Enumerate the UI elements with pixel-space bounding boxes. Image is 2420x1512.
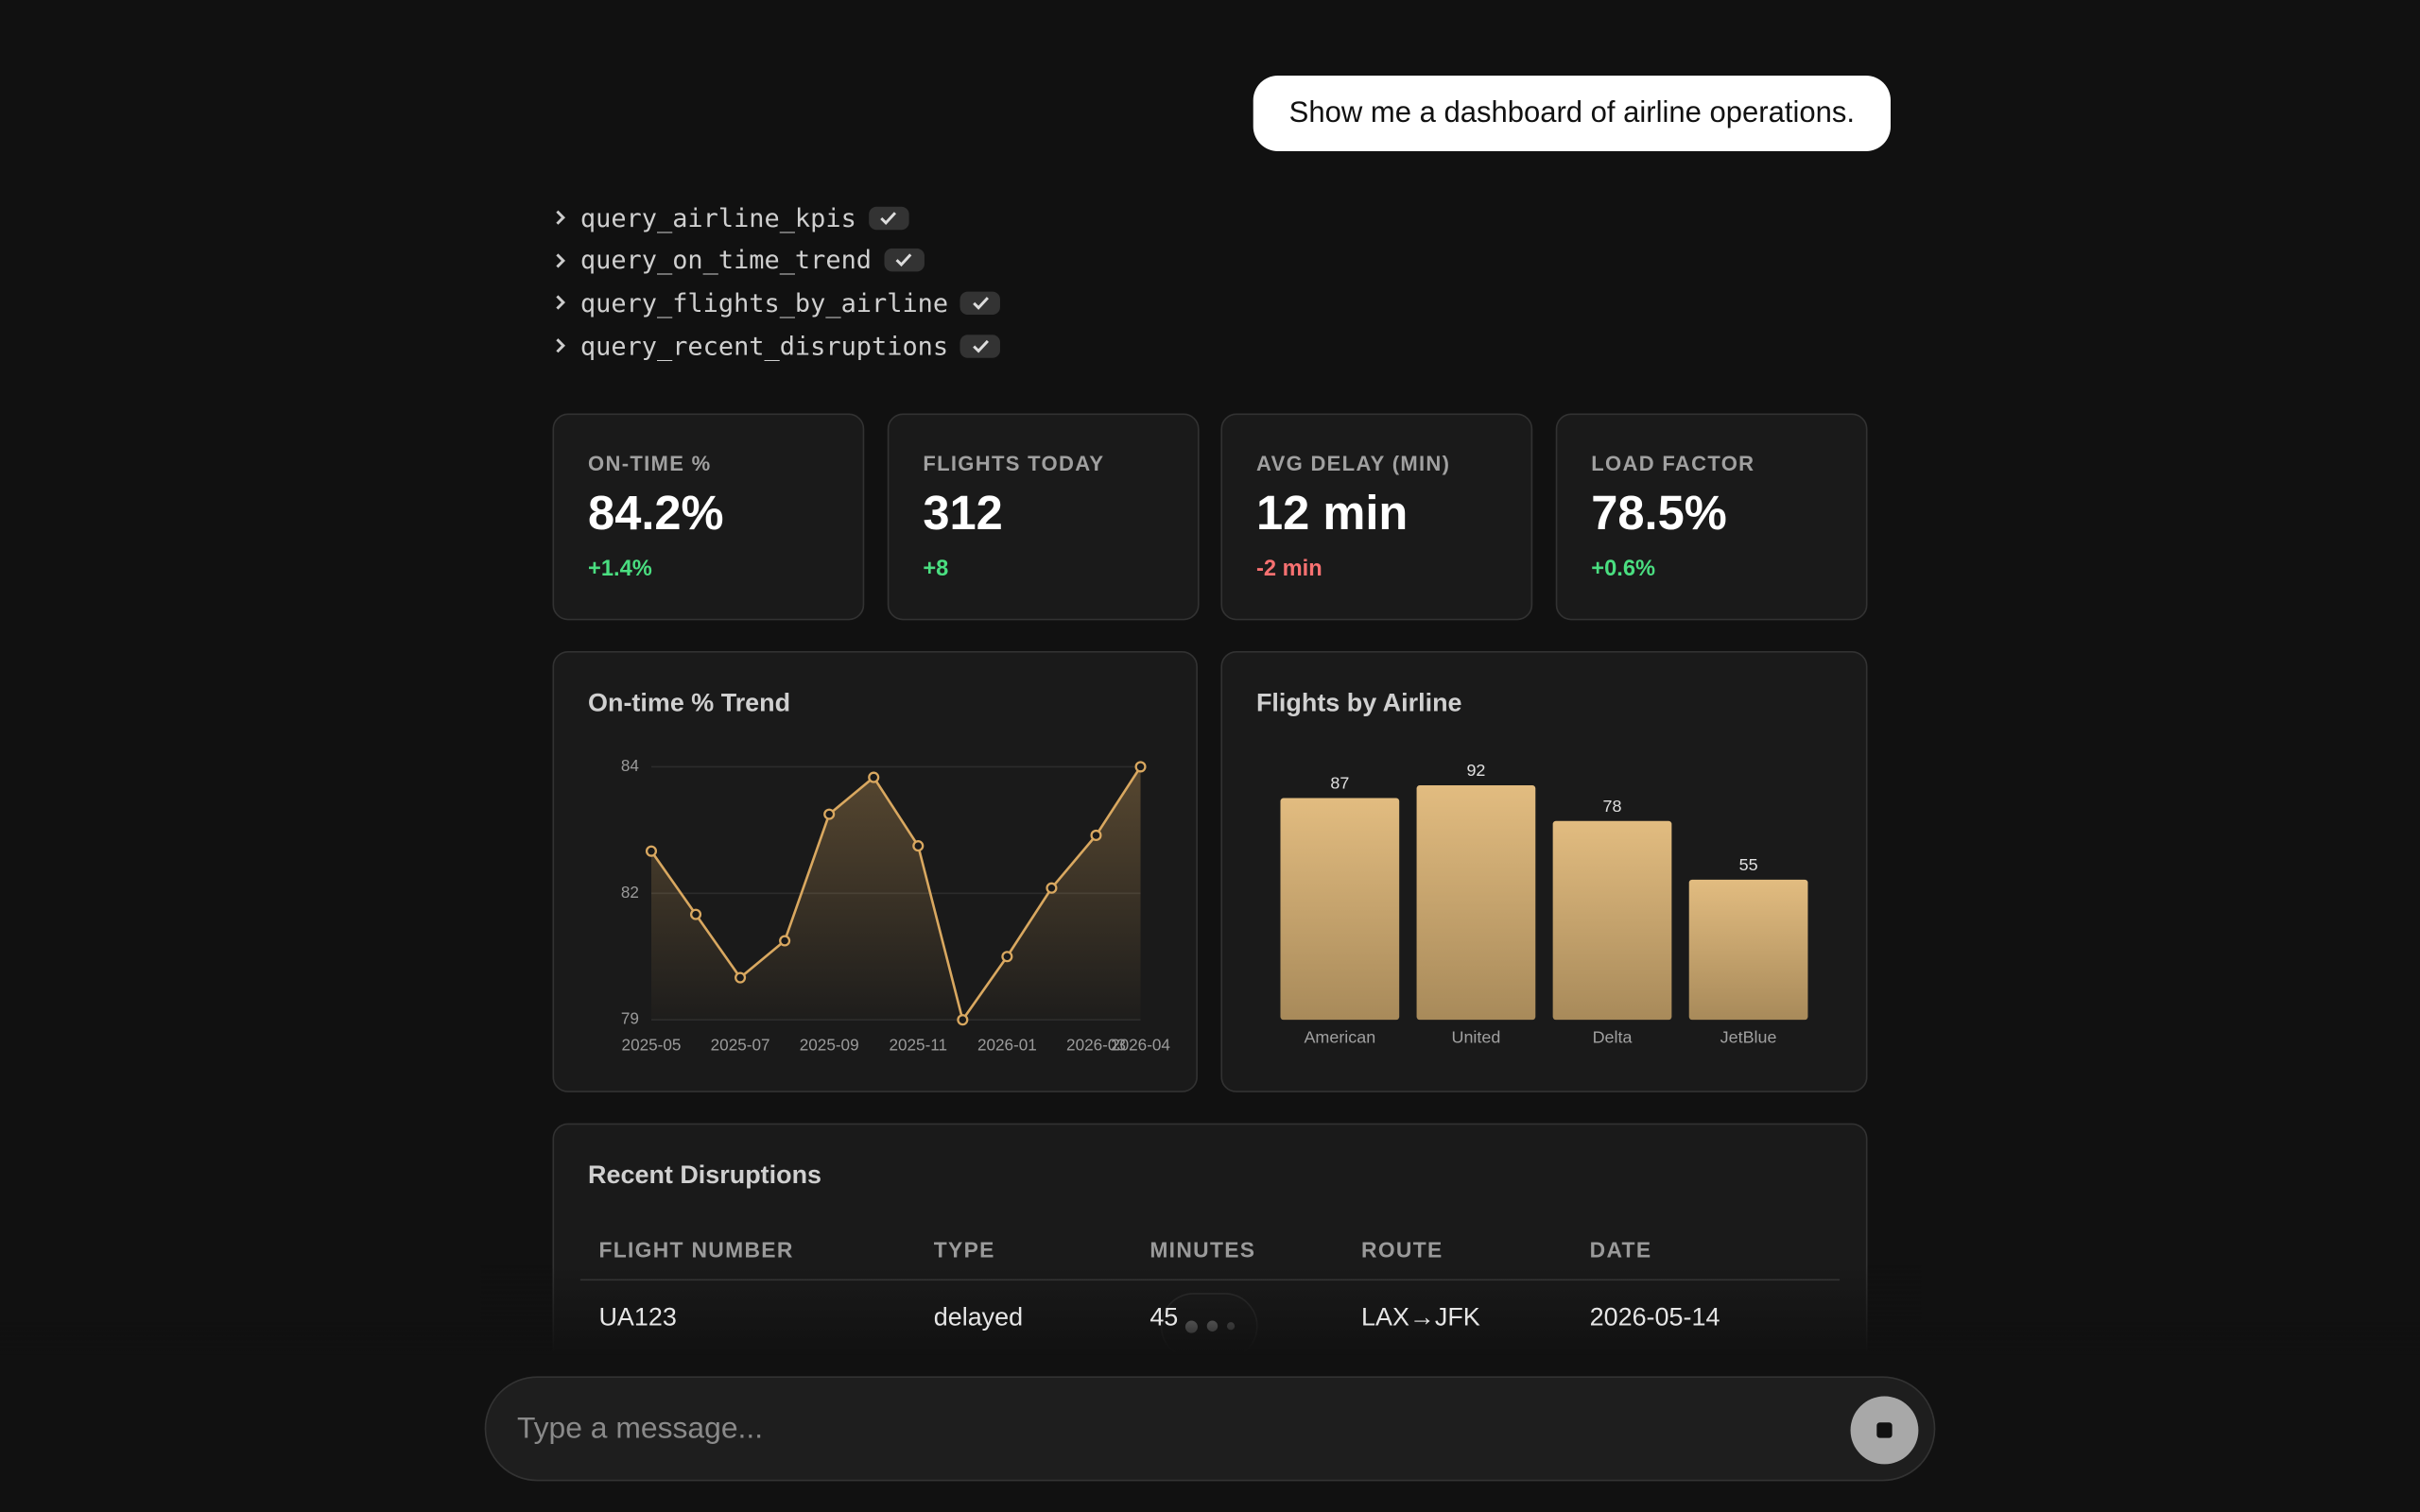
y-tick-label: 82	[621, 883, 639, 902]
kpi-label: AVG DELAY (MIN)	[1255, 452, 1451, 475]
kpi-delta: +1.4%	[588, 557, 652, 582]
fade	[0, 1264, 2420, 1358]
x-tick-label: 2026-01	[977, 1035, 1037, 1054]
table-cell: 45	[1150, 1303, 1179, 1332]
kpi-value: 84.2%	[588, 486, 724, 541]
x-tick-label: 2026-03	[1066, 1035, 1126, 1054]
x-tick-label: United	[1451, 1028, 1500, 1047]
column-header: ROUTE	[1361, 1237, 1443, 1263]
chevron	[556, 338, 565, 353]
x-tick-label: American	[1304, 1028, 1375, 1047]
kpi-value: 312	[923, 486, 1003, 541]
tool-name: query_flights_by_airline	[579, 288, 949, 318]
tool-name: query_on_time_trend	[579, 245, 873, 275]
point	[1046, 882, 1058, 894]
x-tick-label: Delta	[1593, 1028, 1633, 1047]
bar	[1552, 820, 1672, 1021]
stop-button[interactable]	[1850, 1396, 1919, 1465]
bar	[1416, 785, 1536, 1021]
kpi-delta: +0.6%	[1591, 557, 1656, 582]
x-tick-label: 2025-09	[800, 1035, 859, 1054]
kpi-label: LOAD FACTOR	[1591, 452, 1755, 475]
point	[1001, 951, 1013, 963]
point	[868, 771, 880, 783]
chart-title: On-time % Trend	[588, 689, 791, 718]
x-tick-label: 2025-05	[622, 1035, 682, 1054]
chevron	[556, 296, 565, 311]
bar	[1280, 798, 1400, 1021]
check-badge	[884, 249, 925, 272]
message-input[interactable]: Type a message...	[484, 1376, 1936, 1482]
point	[1090, 829, 1102, 841]
bar	[1688, 879, 1808, 1021]
chevron	[556, 252, 565, 267]
chart-title: Flights by Airline	[1255, 689, 1462, 718]
check	[973, 339, 989, 352]
column-header: FLIGHT NUMBER	[598, 1237, 794, 1263]
x-tick-label: 2025-11	[889, 1035, 947, 1054]
check-badge	[960, 334, 1001, 358]
y-tick-label: 79	[621, 1009, 639, 1028]
value-label: 87	[1330, 774, 1349, 793]
kpi-card: FLIGHTS TODAY 312 +8	[887, 413, 1200, 621]
kpi-card: AVG DELAY (MIN) 12 min -2 min	[1220, 413, 1533, 621]
kpi-value: 78.5%	[1591, 486, 1727, 541]
point	[823, 808, 836, 820]
check	[895, 253, 912, 267]
point	[1134, 761, 1147, 773]
value-label: 92	[1466, 761, 1485, 780]
value-label: 78	[1603, 797, 1622, 816]
kpi-value: 12 min	[1255, 486, 1409, 541]
check	[880, 211, 897, 225]
point	[689, 908, 702, 920]
kpi-label: ON-TIME %	[588, 452, 712, 475]
point	[779, 935, 791, 947]
value-label: 55	[1739, 855, 1758, 874]
table-cell: UA123	[598, 1303, 677, 1332]
kpi-label: FLIGHTS TODAY	[923, 452, 1105, 475]
table-cell: 2026-05-14	[1589, 1303, 1720, 1332]
check	[973, 296, 989, 310]
check-badge	[868, 205, 909, 230]
tool-call: query_airline_kpis	[552, 199, 909, 236]
column-header: TYPE	[933, 1237, 995, 1263]
point	[735, 971, 747, 984]
tool-call: query_recent_disruptions	[552, 327, 1001, 364]
user-message: Show me a dashboard of airline operation…	[1253, 76, 1891, 151]
chevron	[556, 210, 565, 225]
tool-call: query_on_time_trend	[552, 242, 925, 279]
placeholder: Type a message...	[516, 1411, 764, 1446]
check-badge	[960, 291, 1001, 315]
x-tick-label: 2026-04	[1111, 1035, 1170, 1054]
table-cell: LAX→JFK	[1361, 1303, 1480, 1332]
kpi-card: ON-TIME % 84.2% +1.4%	[552, 413, 865, 621]
line	[649, 765, 1142, 1023]
area	[650, 766, 1141, 1021]
x-tick-label: JetBlue	[1720, 1028, 1777, 1047]
tool-call: query_flights_by_airline	[552, 284, 1001, 321]
column-header: MINUTES	[1150, 1237, 1256, 1263]
point	[645, 845, 658, 857]
x-tick-label: 2025-07	[711, 1035, 770, 1054]
tool-name: query_recent_disruptions	[579, 331, 949, 361]
table-cell: delayed	[933, 1303, 1024, 1332]
stop-icon	[1876, 1422, 1893, 1438]
kpi-delta: -2 min	[1255, 557, 1322, 582]
kpi-delta: +8	[923, 557, 949, 582]
point	[912, 840, 925, 852]
column-header: DATE	[1589, 1237, 1652, 1263]
y-tick-label: 84	[621, 756, 640, 775]
kpi-card: LOAD FACTOR 78.5% +0.6%	[1555, 413, 1868, 621]
tool-name: query_airline_kpis	[579, 202, 856, 232]
point	[957, 1014, 969, 1026]
table-title: Recent Disruptions	[588, 1161, 822, 1190]
